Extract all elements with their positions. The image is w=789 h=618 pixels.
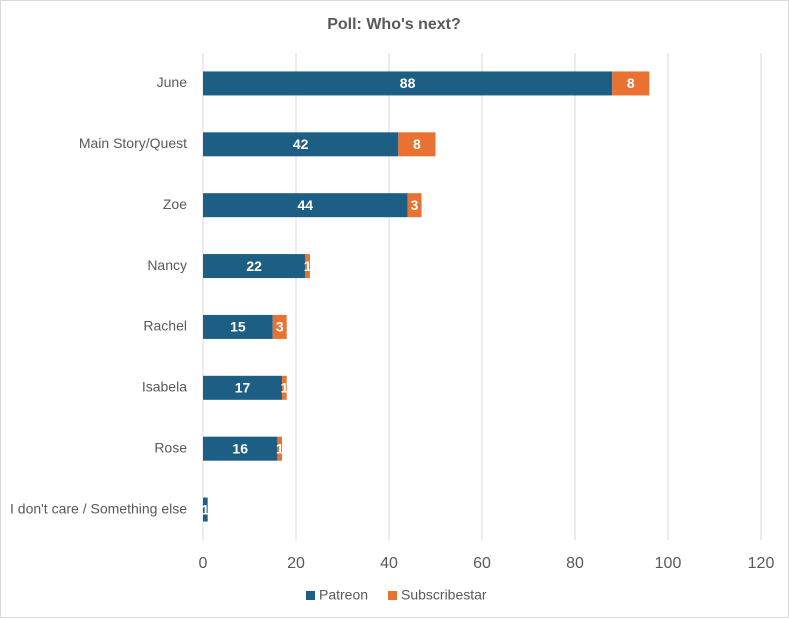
x-tick-label: 40 [380,555,398,572]
legend-label: Patreon [319,587,368,603]
bar-segment [612,71,650,96]
x-tick-label: 120 [748,555,775,572]
bar-segment [398,132,436,157]
y-tick-label: Rose [154,439,187,455]
bar-segment [203,132,399,157]
y-tick-label: Isabela [142,379,187,395]
bar-segment [203,497,208,522]
x-tick-label: 80 [566,555,584,572]
bar-segment [203,71,613,96]
value-label: 42 [293,136,309,152]
value-label: 1 [304,258,312,274]
bar-segment [407,193,422,218]
legend-swatch [388,591,397,600]
y-tick-label: Main Story/Quest [79,135,187,151]
legend-label: Subscribestar [401,587,487,603]
x-tick-label: 60 [473,555,491,572]
chart-title: Poll: Who's next? [327,16,461,33]
bar-segment [203,193,408,218]
legend-swatch [306,591,315,600]
value-label: 17 [235,380,251,396]
y-tick-label: Nancy [147,257,187,273]
bar-segment [203,436,278,461]
x-tick-label: 0 [199,555,208,572]
bar-segment [305,254,310,279]
value-label: 88 [400,75,416,91]
y-tick-label: Zoe [163,196,187,212]
x-tick-label: 100 [655,555,682,572]
value-label: 3 [276,319,284,335]
bar-segment [272,314,287,339]
bar-segment [203,375,283,400]
value-label: 1 [276,440,284,456]
y-tick-label: June [157,74,188,90]
value-label: 15 [230,319,246,335]
value-label: 8 [627,75,635,91]
value-label: 44 [298,197,314,213]
value-label: 22 [246,258,262,274]
bar-segment [203,254,306,279]
value-label: 8 [413,136,421,152]
bar-segment [203,314,273,339]
value-label: 3 [411,197,419,213]
value-label: 1 [280,380,288,396]
y-tick-label: Rachel [143,318,187,334]
value-label: 16 [232,440,248,456]
value-label: 1 [201,501,209,517]
y-tick-label: I don't care / Something else [10,500,187,516]
bar-segment [282,375,287,400]
x-tick-label: 20 [287,555,305,572]
bar-segment [277,436,283,461]
